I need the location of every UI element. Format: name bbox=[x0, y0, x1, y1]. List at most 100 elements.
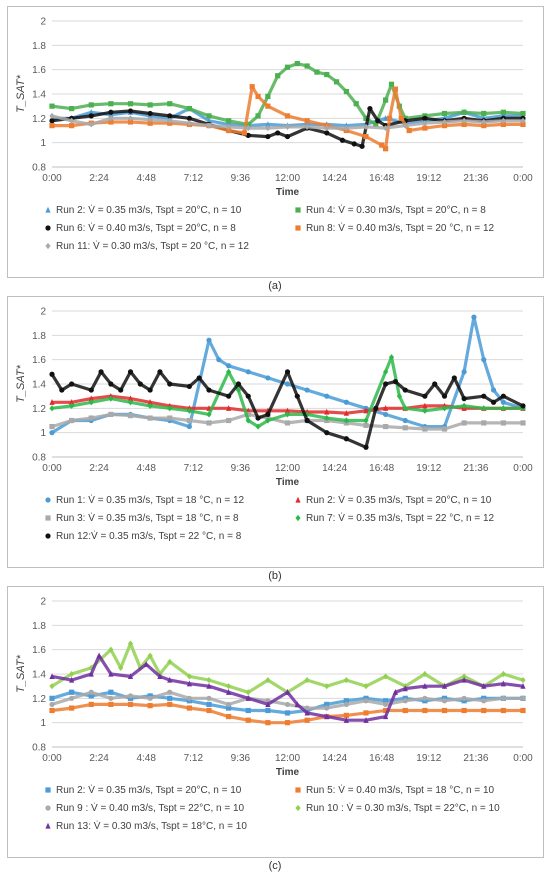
data-point bbox=[127, 673, 134, 680]
legend-marker bbox=[45, 206, 51, 213]
data-point bbox=[265, 124, 271, 132]
data-point bbox=[500, 109, 506, 115]
y-tick-label: 1.4 bbox=[32, 670, 46, 681]
data-point bbox=[147, 652, 153, 659]
data-point bbox=[461, 369, 467, 375]
legend-label: Run 10 : V̇ = 0.30 m3/s, Tspt = 22°C, n … bbox=[306, 801, 500, 814]
data-point bbox=[167, 701, 173, 708]
legend-marker bbox=[45, 242, 51, 250]
data-point bbox=[383, 707, 389, 714]
series-4 bbox=[49, 640, 526, 696]
legend-marker bbox=[45, 515, 51, 521]
data-point bbox=[359, 143, 365, 149]
data-point bbox=[383, 673, 389, 680]
x-tick-label: 21:36 bbox=[463, 753, 488, 764]
data-point bbox=[324, 430, 330, 436]
data-point bbox=[383, 701, 389, 708]
y-axis-title: T_SAT* bbox=[15, 74, 27, 112]
data-point bbox=[206, 682, 212, 689]
legend-label: Run 2: V̇ = 0.35 m3/s, Tspt = 20°C, n = … bbox=[306, 493, 492, 506]
data-point bbox=[392, 86, 399, 92]
data-point bbox=[127, 693, 134, 699]
data-point bbox=[108, 381, 114, 387]
data-point bbox=[363, 717, 369, 723]
data-point bbox=[265, 93, 271, 100]
data-point bbox=[383, 411, 389, 418]
data-point bbox=[343, 417, 349, 424]
data-point bbox=[245, 132, 251, 138]
data-point bbox=[373, 121, 379, 128]
x-axis-title: Time bbox=[276, 767, 300, 778]
data-point bbox=[363, 123, 369, 130]
y-tick-label: 2 bbox=[40, 17, 46, 28]
legend-marker bbox=[45, 225, 51, 231]
data-point bbox=[69, 417, 75, 424]
data-point bbox=[69, 670, 75, 678]
data-point bbox=[520, 110, 526, 117]
legend-marker bbox=[295, 787, 301, 793]
data-point bbox=[363, 133, 369, 140]
data-point bbox=[481, 110, 487, 117]
data-point bbox=[432, 381, 438, 387]
x-tick-label: 16:48 bbox=[369, 463, 394, 474]
data-point bbox=[383, 405, 389, 411]
y-tick-label: 0.8 bbox=[32, 453, 46, 464]
data-point bbox=[333, 79, 340, 85]
data-point bbox=[206, 707, 212, 714]
data-point bbox=[441, 123, 448, 129]
data-point bbox=[88, 693, 94, 699]
data-point bbox=[363, 407, 369, 414]
data-point bbox=[147, 415, 153, 421]
data-point bbox=[265, 707, 271, 714]
data-point bbox=[304, 123, 310, 130]
x-tick-label: 9:36 bbox=[231, 173, 251, 184]
data-point bbox=[363, 444, 369, 450]
data-point bbox=[265, 121, 271, 128]
data-point bbox=[49, 118, 55, 124]
data-point bbox=[49, 103, 55, 109]
legend-marker bbox=[295, 225, 301, 231]
data-point bbox=[186, 705, 192, 711]
x-tick-label: 9:36 bbox=[231, 463, 251, 474]
data-point bbox=[137, 381, 143, 387]
x-tick-label: 19:12 bbox=[416, 173, 441, 184]
series-2 bbox=[49, 701, 526, 726]
data-point bbox=[363, 417, 369, 424]
data-point bbox=[461, 673, 467, 680]
data-point bbox=[245, 695, 251, 701]
x-tick-label: 0:00 bbox=[42, 173, 62, 184]
data-point bbox=[147, 102, 153, 108]
data-point bbox=[127, 395, 134, 402]
x-tick-label: 14:24 bbox=[322, 173, 347, 184]
data-point bbox=[226, 127, 232, 134]
data-point bbox=[451, 375, 457, 381]
data-point bbox=[255, 113, 261, 119]
data-point bbox=[422, 407, 428, 414]
data-point bbox=[304, 717, 310, 723]
y-tick-label: 1 bbox=[40, 718, 46, 729]
data-point bbox=[441, 698, 448, 704]
x-axis-title: Time bbox=[276, 187, 300, 198]
data-point bbox=[245, 717, 251, 723]
data-point bbox=[147, 116, 153, 123]
data-point bbox=[294, 701, 300, 708]
data-point bbox=[441, 426, 448, 432]
data-point bbox=[108, 411, 114, 418]
data-point bbox=[275, 130, 281, 136]
data-point bbox=[49, 673, 55, 680]
legend-marker bbox=[295, 514, 301, 522]
caption-c: (c) bbox=[268, 860, 282, 872]
data-point bbox=[255, 415, 261, 421]
data-point bbox=[461, 676, 467, 683]
data-point bbox=[226, 393, 232, 399]
data-point bbox=[108, 670, 114, 677]
chart-a-svg: 0.8 1 1.2 1.4 1.6 1.8 2 0:00 2:24 4:48 7:12 9:36 12:… bbox=[15, 17, 533, 253]
data-point bbox=[226, 713, 232, 720]
legend-entry: Run 1: V̇ = 0.35 m3/s, Tspt = 18 °C, n =… bbox=[45, 493, 245, 506]
data-point bbox=[500, 420, 506, 426]
legend-label: Run 8: V̇ = 0.40 m3/s, Tspt = 20 °C, n =… bbox=[306, 221, 495, 234]
data-point bbox=[324, 408, 330, 415]
data-point bbox=[108, 119, 114, 125]
data-point bbox=[363, 698, 369, 704]
data-point bbox=[186, 120, 192, 127]
